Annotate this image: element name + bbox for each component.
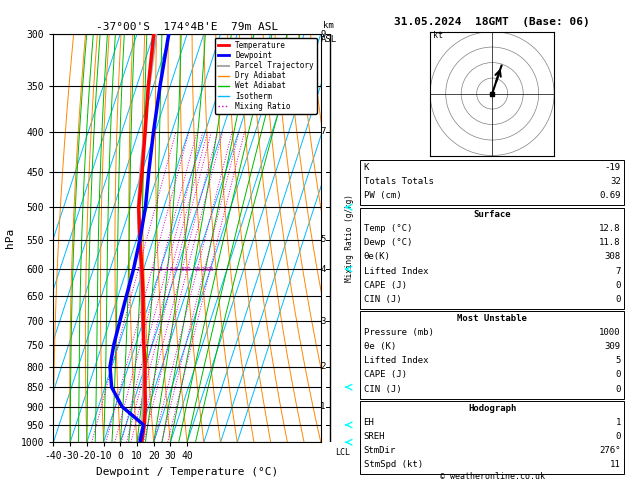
Text: Pressure (mb): Pressure (mb) xyxy=(364,328,433,337)
Text: 1: 1 xyxy=(136,266,140,272)
Text: Lifted Index: Lifted Index xyxy=(364,356,428,365)
Text: SREH: SREH xyxy=(364,432,385,441)
Text: Most Unstable: Most Unstable xyxy=(457,314,527,323)
Text: LCL: LCL xyxy=(335,449,350,457)
Text: 25: 25 xyxy=(206,266,214,272)
Text: 0: 0 xyxy=(615,295,621,304)
Text: 11: 11 xyxy=(610,460,621,469)
X-axis label: Dewpoint / Temperature (°C): Dewpoint / Temperature (°C) xyxy=(96,467,278,477)
Text: 9: 9 xyxy=(320,30,326,38)
Text: EH: EH xyxy=(364,418,374,427)
Text: 0: 0 xyxy=(615,370,621,380)
Text: CIN (J): CIN (J) xyxy=(364,295,401,304)
Text: Surface: Surface xyxy=(474,210,511,219)
Text: 31.05.2024  18GMT  (Base: 06): 31.05.2024 18GMT (Base: 06) xyxy=(394,17,590,27)
Legend: Temperature, Dewpoint, Parcel Trajectory, Dry Adiabat, Wet Adiabat, Isotherm, Mi: Temperature, Dewpoint, Parcel Trajectory… xyxy=(214,38,317,114)
Text: 5: 5 xyxy=(320,235,326,244)
Text: K: K xyxy=(364,163,369,172)
Text: 309: 309 xyxy=(604,342,621,351)
Text: ASL: ASL xyxy=(321,35,337,44)
Text: 0: 0 xyxy=(615,281,621,290)
Text: θe (K): θe (K) xyxy=(364,342,396,351)
Text: 6: 6 xyxy=(174,266,177,272)
Text: StmSpd (kt): StmSpd (kt) xyxy=(364,460,423,469)
Text: 7: 7 xyxy=(320,127,326,136)
Text: CIN (J): CIN (J) xyxy=(364,384,401,394)
Text: 2: 2 xyxy=(150,266,154,272)
Text: Totals Totals: Totals Totals xyxy=(364,177,433,186)
Text: θe(K): θe(K) xyxy=(364,253,391,261)
Text: kt: kt xyxy=(433,31,443,40)
Text: PW (cm): PW (cm) xyxy=(364,191,401,200)
Text: 8: 8 xyxy=(180,266,184,272)
Text: km: km xyxy=(323,21,334,30)
Text: Mixing Ratio (g/kg): Mixing Ratio (g/kg) xyxy=(345,194,354,282)
Text: 20: 20 xyxy=(201,266,208,272)
Title: -37°00'S  174°4B'E  79m ASL: -37°00'S 174°4B'E 79m ASL xyxy=(96,22,278,32)
Text: 1: 1 xyxy=(615,418,621,427)
Text: 0: 0 xyxy=(615,432,621,441)
Text: 4: 4 xyxy=(320,264,326,274)
Text: 7: 7 xyxy=(615,267,621,276)
Text: Temp (°C): Temp (°C) xyxy=(364,224,412,233)
Text: Hodograph: Hodograph xyxy=(468,403,516,413)
Text: CAPE (J): CAPE (J) xyxy=(364,281,406,290)
Text: 5: 5 xyxy=(169,266,174,272)
Text: 5: 5 xyxy=(615,356,621,365)
Text: 10: 10 xyxy=(184,266,191,272)
Y-axis label: hPa: hPa xyxy=(6,228,15,248)
Text: 276°: 276° xyxy=(599,446,621,455)
Text: 0: 0 xyxy=(615,384,621,394)
Text: Lifted Index: Lifted Index xyxy=(364,267,428,276)
Text: 1: 1 xyxy=(320,402,326,411)
Text: 12.8: 12.8 xyxy=(599,224,621,233)
Text: 308: 308 xyxy=(604,253,621,261)
Text: CAPE (J): CAPE (J) xyxy=(364,370,406,380)
Text: StmDir: StmDir xyxy=(364,446,396,455)
Text: 4: 4 xyxy=(165,266,169,272)
Text: © weatheronline.co.uk: © weatheronline.co.uk xyxy=(440,472,545,481)
Text: 0.69: 0.69 xyxy=(599,191,621,200)
Text: 3: 3 xyxy=(320,317,326,326)
Text: Dewp (°C): Dewp (°C) xyxy=(364,238,412,247)
Text: 15: 15 xyxy=(193,266,201,272)
Text: 11.8: 11.8 xyxy=(599,238,621,247)
Text: -19: -19 xyxy=(604,163,621,172)
Text: 2: 2 xyxy=(320,362,326,371)
Text: 1000: 1000 xyxy=(599,328,621,337)
Text: 32: 32 xyxy=(610,177,621,186)
Text: 3: 3 xyxy=(159,266,162,272)
